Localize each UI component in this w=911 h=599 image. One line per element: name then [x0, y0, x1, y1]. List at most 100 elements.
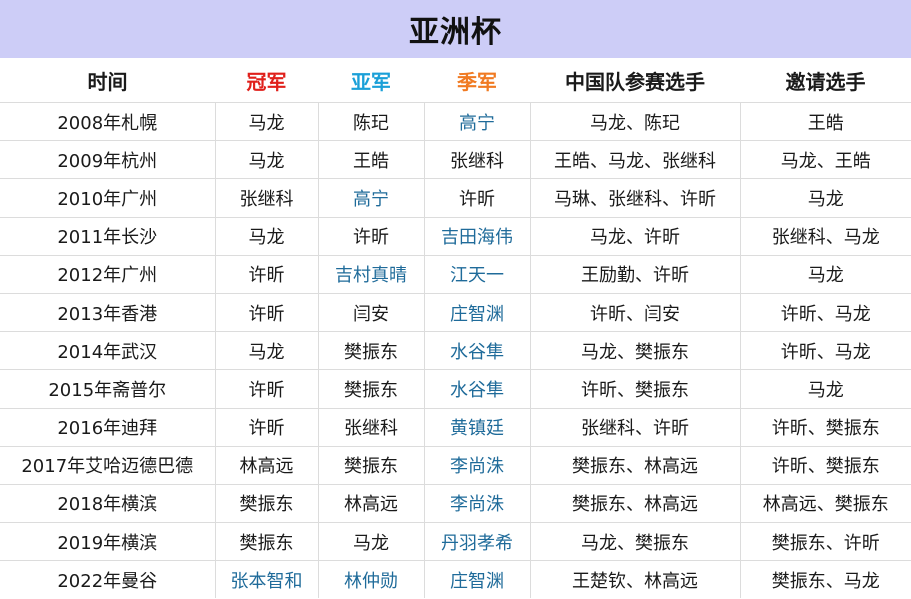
cell-invited-players: 许昕、马龙 — [739, 331, 911, 370]
cell-champion: 马龙 — [214, 101, 318, 141]
cell-runner-up: 张继科 — [317, 407, 424, 447]
table-row: 2009年杭州 马龙 王皓 张继科 王皓、马龙、张继科 马龙、王皓 — [0, 140, 911, 179]
cell-runner-up: 马龙 — [317, 522, 424, 561]
cell-third-place: 许昕 — [423, 178, 530, 218]
cell-runner-up: 樊振东 — [317, 445, 424, 485]
cell-champion: 马龙 — [214, 216, 318, 256]
cell-champion: 马龙 — [214, 331, 318, 370]
table-title: 亚洲杯 — [0, 0, 911, 58]
cell-china-players: 张继科、许昕 — [529, 407, 740, 447]
header-row: 时间 冠军 亚军 季军 中国队参赛选手 邀请选手 — [0, 58, 911, 103]
cell-runner-up: 樊振东 — [317, 369, 424, 408]
cell-runner-up: 许昕 — [317, 216, 424, 256]
cell-champion: 林高远 — [214, 445, 318, 485]
table-row: 2015年斋普尔 许昕 樊振东 水谷隼 许昕、樊振东 马龙 — [0, 369, 911, 408]
cell-runner-up: 王皓 — [317, 140, 424, 179]
cell-runner-up: 高宁 — [317, 178, 424, 218]
cell-time: 2009年杭州 — [0, 140, 215, 179]
cell-time: 2017年艾哈迈德巴德 — [0, 445, 215, 485]
cell-invited-players: 马龙 — [739, 178, 911, 218]
cell-china-players: 樊振东、林高远 — [529, 445, 740, 485]
cell-time: 2014年武汉 — [0, 331, 215, 370]
cell-time: 2012年广州 — [0, 254, 215, 294]
cell-invited-players: 樊振东、马龙 — [739, 560, 911, 599]
cell-time: 2019年横滨 — [0, 522, 215, 561]
cell-third-place: 江天一 — [423, 254, 530, 294]
cell-china-players: 王皓、马龙、张继科 — [529, 140, 740, 179]
table-row: 2016年迪拜 许昕 张继科 黄镇廷 张继科、许昕 许昕、樊振东 — [0, 407, 911, 447]
table-row: 2011年长沙 马龙 许昕 吉田海伟 马龙、许昕 张继科、马龙 — [0, 216, 911, 256]
asian-cup-results-table: 时间 冠军 亚军 季军 中国队参赛选手 邀请选手 2008年札幌 马龙 陈玘 高宁 马龙… — [0, 58, 911, 599]
cell-time: 2015年斋普尔 — [0, 369, 215, 408]
cell-china-players: 马龙、樊振东 — [529, 331, 740, 370]
cell-invited-players: 张继科、马龙 — [739, 216, 911, 256]
cell-third-place: 李尚洙 — [423, 483, 530, 523]
cell-third-place: 水谷隼 — [423, 369, 530, 408]
cell-champion: 许昕 — [214, 254, 318, 294]
header-china-players: 中国队参赛选手 — [565, 69, 705, 94]
table-row: 2013年香港 许昕 闫安 庄智渊 许昕、闫安 许昕、马龙 — [0, 292, 911, 332]
table-row: 2010年广州 张继科 高宁 许昕 马琳、张继科、许昕 马龙 — [0, 178, 911, 218]
cell-china-players: 马琳、张继科、许昕 — [529, 178, 740, 218]
cell-runner-up: 林仲勋 — [317, 560, 424, 599]
table-row: 2022年曼谷 张本智和 林仲勋 庄智渊 王楚钦、林高远 樊振东、马龙 — [0, 560, 911, 599]
cell-china-players: 马龙、樊振东 — [529, 522, 740, 561]
cell-invited-players: 王皓 — [739, 101, 911, 141]
header-invited-players: 邀请选手 — [785, 69, 866, 94]
cell-invited-players: 许昕、樊振东 — [739, 407, 911, 447]
cell-china-players: 王励勤、许昕 — [529, 254, 740, 294]
cell-time: 2008年札幌 — [0, 101, 215, 141]
cell-champion: 许昕 — [214, 292, 318, 332]
cell-invited-players: 樊振东、许昕 — [739, 522, 911, 561]
cell-third-place: 张继科 — [423, 140, 530, 179]
table-row: 2019年横滨 樊振东 马龙 丹羽孝希 马龙、樊振东 樊振东、许昕 — [0, 522, 911, 561]
table-body: 2008年札幌 马龙 陈玘 高宁 马龙、陈玘 王皓 2009年杭州 马龙 王皓 张继科 王皓、马龙、… — [0, 101, 911, 599]
cell-third-place: 水谷隼 — [423, 331, 530, 370]
cell-champion: 马龙 — [214, 140, 318, 179]
cell-invited-players: 许昕、马龙 — [739, 292, 911, 332]
cell-china-players: 马龙、许昕 — [529, 216, 740, 256]
cell-champion: 樊振东 — [214, 522, 318, 561]
cell-china-players: 许昕、闫安 — [529, 292, 740, 332]
cell-third-place: 黄镇廷 — [423, 407, 530, 447]
cell-china-players: 樊振东、林高远 — [529, 483, 740, 523]
cell-time: 2018年横滨 — [0, 483, 215, 523]
cell-third-place: 庄智渊 — [423, 292, 530, 332]
cell-invited-players: 马龙、王皓 — [739, 140, 911, 179]
cell-champion: 许昕 — [214, 369, 318, 408]
cell-runner-up: 林高远 — [317, 483, 424, 523]
header-runner-up: 亚军 — [351, 69, 391, 94]
table-row: 2014年武汉 马龙 樊振东 水谷隼 马龙、樊振东 许昕、马龙 — [0, 331, 911, 370]
cell-champion: 张继科 — [214, 178, 318, 218]
table-row: 2018年横滨 樊振东 林高远 李尚洙 樊振东、林高远 林高远、樊振东 — [0, 483, 911, 523]
cell-invited-players: 马龙 — [739, 254, 911, 294]
table-row: 2017年艾哈迈德巴德 林高远 樊振东 李尚洙 樊振东、林高远 许昕、樊振东 — [0, 445, 911, 485]
cell-runner-up: 闫安 — [317, 292, 424, 332]
header-champion: 冠军 — [246, 69, 287, 94]
cell-time: 2016年迪拜 — [0, 407, 215, 447]
cell-runner-up: 陈玘 — [317, 101, 424, 141]
cell-champion: 樊振东 — [214, 483, 318, 523]
cell-runner-up: 樊振东 — [317, 331, 424, 370]
cell-time: 2013年香港 — [0, 292, 215, 332]
cell-third-place: 吉田海伟 — [423, 216, 530, 256]
cell-third-place: 丹羽孝希 — [423, 522, 530, 561]
header-time: 时间 — [87, 69, 128, 94]
cell-invited-players: 林高远、樊振东 — [739, 483, 911, 523]
cell-china-players: 马龙、陈玘 — [529, 101, 740, 141]
table-row: 2012年广州 许昕 吉村真晴 江天一 王励勤、许昕 马龙 — [0, 254, 911, 294]
cell-champion: 张本智和 — [214, 560, 318, 599]
cell-third-place: 李尚洙 — [423, 445, 530, 485]
header-third-place: 季军 — [457, 69, 497, 94]
cell-third-place: 庄智渊 — [423, 560, 530, 599]
cell-time: 2010年广州 — [0, 178, 215, 218]
cell-china-players: 许昕、樊振东 — [529, 369, 740, 408]
cell-time: 2011年长沙 — [0, 216, 215, 256]
cell-runner-up: 吉村真晴 — [317, 254, 424, 294]
cell-invited-players: 马龙 — [739, 369, 911, 408]
cell-third-place: 高宁 — [423, 101, 530, 141]
cell-china-players: 王楚钦、林高远 — [529, 560, 740, 599]
cell-invited-players: 许昕、樊振东 — [739, 445, 911, 485]
cell-champion: 许昕 — [214, 407, 318, 447]
cell-time: 2022年曼谷 — [0, 560, 215, 599]
